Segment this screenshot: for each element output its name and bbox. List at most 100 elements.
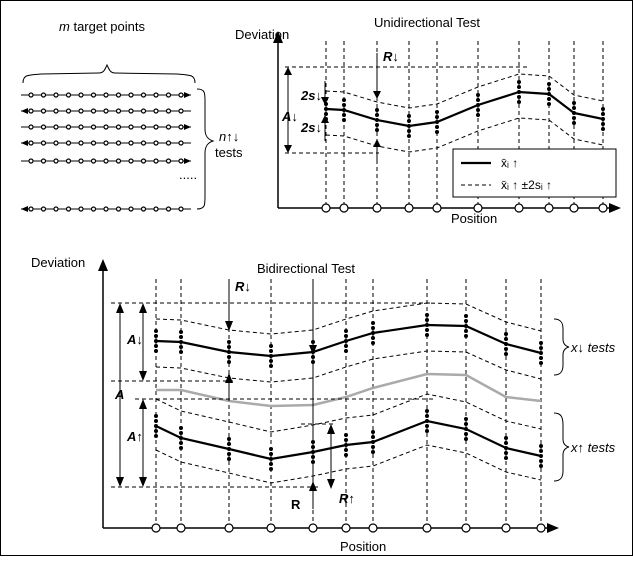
bi-down-sample-dot <box>425 313 429 317</box>
target-point-marker <box>153 124 159 130</box>
bi-down-sample-dot <box>344 344 348 348</box>
target-point-marker <box>65 108 72 114</box>
bi-up-sample-dot <box>539 454 543 458</box>
uni-position-marker <box>598 203 608 213</box>
target-point-marker <box>53 108 59 114</box>
target-point-marker <box>128 124 134 130</box>
target-points-panel: m target points ..... n↑↓ tests <box>21 19 243 212</box>
target-point-marker <box>115 108 122 114</box>
uni-position-marker <box>321 203 331 213</box>
bi-up-sample-dot <box>154 434 158 438</box>
bi-r-dimension: R <box>291 283 317 512</box>
bi-r-top-head <box>309 345 317 355</box>
bi-a-up-arrowheads <box>139 399 147 487</box>
bi-down-sample-dot <box>371 321 375 325</box>
target-point-marker <box>178 158 184 164</box>
target-point-marker <box>40 108 47 114</box>
bi-position-marker <box>176 523 186 533</box>
target-point-marker <box>153 108 159 114</box>
bi-up-sample-dot <box>504 441 508 445</box>
target-point-marker <box>165 108 172 114</box>
bi-down-sample-dot <box>504 332 508 336</box>
bi-down-sample-dot <box>179 340 183 344</box>
target-point-marker <box>90 108 97 114</box>
target-point-marker <box>103 158 109 164</box>
uni-sample-dot <box>517 100 521 104</box>
uni-legend-box <box>452 148 617 198</box>
target-point-marker <box>40 140 47 146</box>
bi-up-sample-dot <box>344 433 348 437</box>
uni-sample-dot <box>517 85 521 89</box>
bi-down-sample-dot <box>539 361 543 365</box>
bi-up-sample-dot <box>227 452 231 456</box>
bi-up-sample-dot <box>179 441 183 445</box>
bi-position-marker <box>368 523 378 533</box>
uni-sample-dot <box>375 128 379 132</box>
bi-r-up-label: R↑ <box>339 491 355 506</box>
uni-sample-dot <box>375 108 379 112</box>
tests-brace <box>196 88 215 210</box>
target-point-marker <box>178 140 184 146</box>
bi-down-sample-dot <box>425 318 429 322</box>
target-point-marker <box>140 124 147 130</box>
bi-up-sample-dot <box>371 440 375 444</box>
target-point-marker <box>115 158 122 164</box>
bi-down-mean-line <box>155 323 542 358</box>
bi-down-sample-dot <box>227 345 231 349</box>
bi-up-sample-dot <box>539 449 543 453</box>
test-run-arrowhead <box>184 158 191 164</box>
uni-sample-dot <box>572 116 576 120</box>
uni-sample-dot <box>435 115 439 119</box>
legend-mean-label: x̄ᵢ ↑ <box>501 156 518 170</box>
bi-a-label: A <box>114 387 124 402</box>
uni-sample-dot <box>375 113 379 117</box>
bi-up-sample-dot <box>227 442 231 446</box>
uni-sample-dot <box>547 102 551 106</box>
bi-down-sample-dot <box>179 350 183 354</box>
bi-r-down-bottom-head <box>225 373 233 383</box>
target-point-marker <box>78 92 84 98</box>
target-point-marker <box>128 92 134 98</box>
bi-xlabel: Position <box>340 539 386 554</box>
target-point-marker <box>53 124 59 130</box>
uni-position-marker <box>569 203 579 213</box>
bi-r-up-dimension: R↑ <box>327 424 355 506</box>
bi-up-lower-band <box>155 444 542 484</box>
bi-up-upper-band <box>155 393 542 433</box>
bi-down-sample-dot <box>344 334 348 338</box>
bi-down-sample-dot <box>269 349 273 353</box>
target-points-title: m target points <box>59 19 146 34</box>
bi-down-sample-dot <box>227 355 231 359</box>
bi-down-sample-dot <box>504 352 508 356</box>
uni-sample-dot <box>342 98 346 102</box>
uni-sample-dot <box>572 121 576 125</box>
target-point-marker <box>90 158 97 164</box>
uni-r-top-head <box>373 91 381 99</box>
bi-up-sample-dot <box>179 446 183 450</box>
x-down-tests-label: x↓ tests <box>570 340 616 355</box>
uni-sample-dot <box>375 118 379 122</box>
uni-a-dimension: A↓ <box>281 67 298 153</box>
target-point-marker <box>153 206 159 212</box>
bi-up-sample-dot <box>179 426 183 430</box>
target-point-marker <box>128 140 134 146</box>
uni-sample-dot <box>407 134 411 138</box>
points-brace <box>22 63 196 84</box>
bi-position-marker <box>461 523 471 533</box>
bi-a-up-label: A↑ <box>126 429 143 444</box>
uni-position-marker <box>432 203 442 213</box>
uni-a-label: A↓ <box>281 109 298 124</box>
bi-position-marker <box>501 523 511 533</box>
bi-down-sample-dot <box>539 341 543 345</box>
bi-up-sample-dot <box>227 447 231 451</box>
uni-position-marker <box>473 203 483 213</box>
bi-position-marker <box>422 523 432 533</box>
uni-y-arrowhead <box>273 31 283 43</box>
bi-up-sample-dot <box>464 422 468 426</box>
bi-up-sample-dot <box>154 414 158 418</box>
bi-down-sample-dot <box>371 341 375 345</box>
uni-lower-band <box>325 117 604 153</box>
bi-up-sample-dot <box>425 409 429 413</box>
